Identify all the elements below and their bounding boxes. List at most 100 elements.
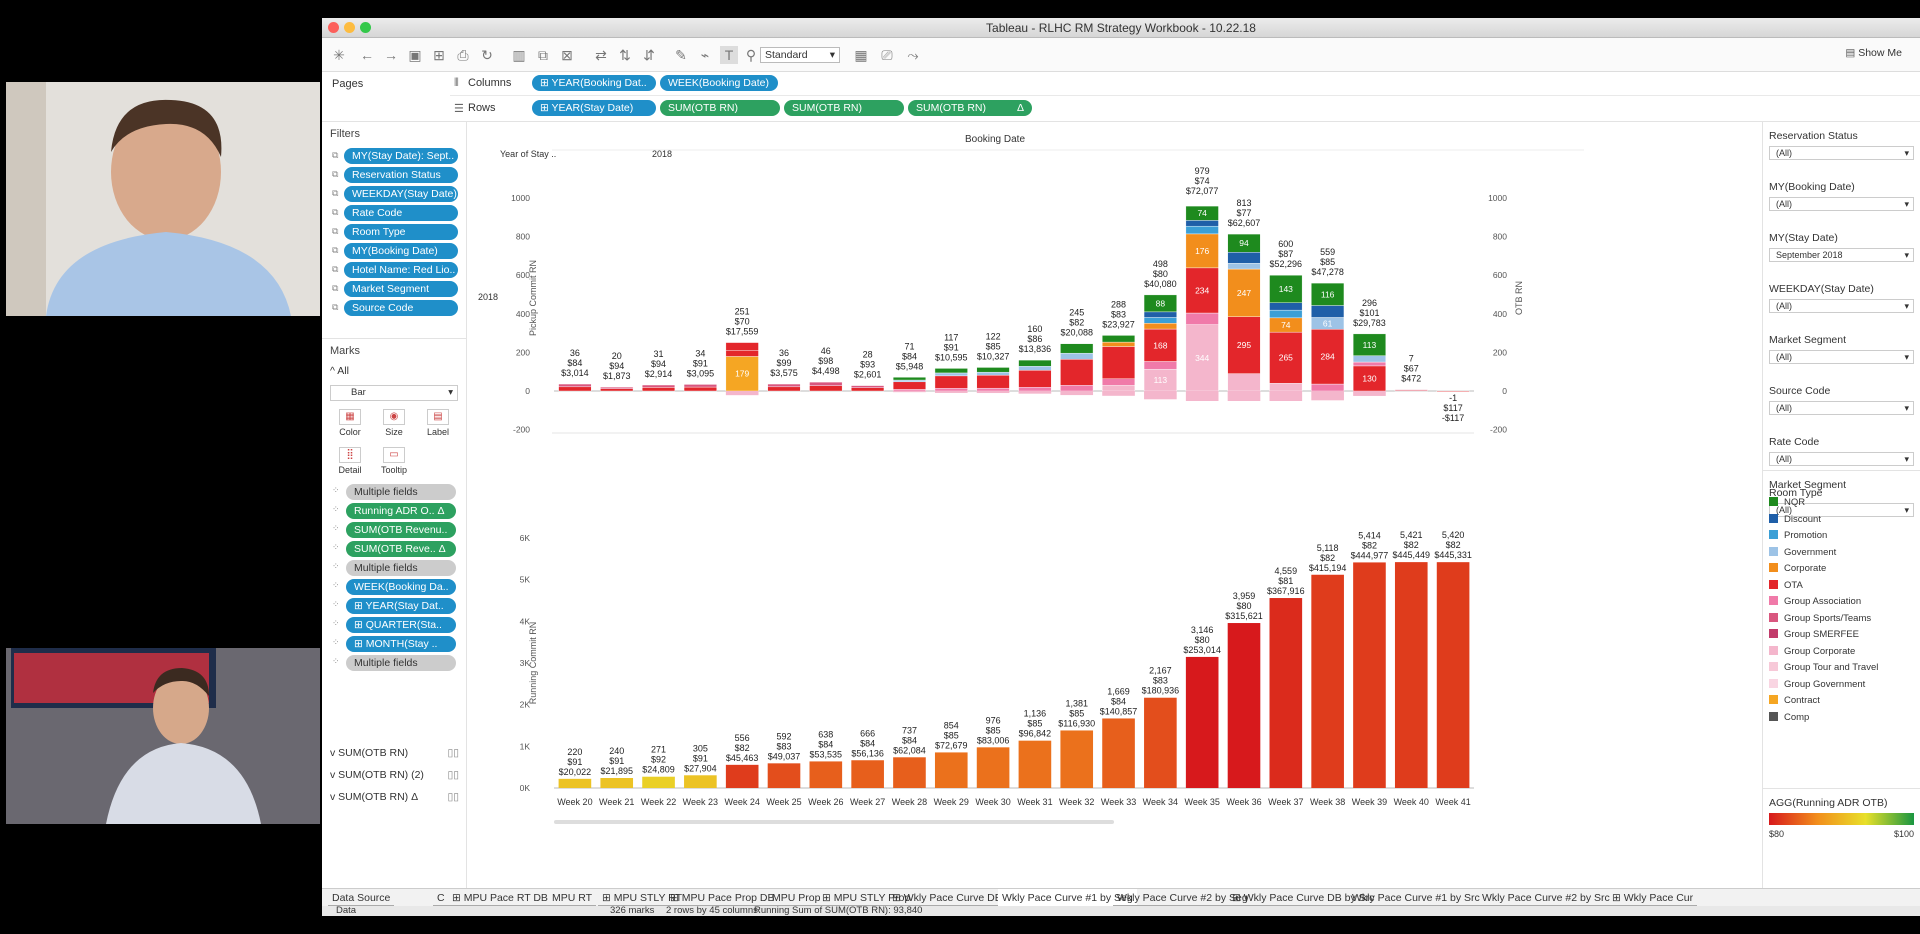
quick-filter-dropdown[interactable]: (All) (1769, 197, 1914, 211)
running-revenue-label: $445,331 (1434, 550, 1472, 560)
row-pill-sum-otb-rn-3[interactable]: SUM(OTB RN) Δ (908, 100, 1032, 116)
filter-pill[interactable]: WEEKDAY(Stay Date) (344, 186, 458, 202)
marks-tooltip-button[interactable]: ▭ Tooltip (374, 445, 414, 479)
group-members-icon[interactable]: ⌁ (700, 47, 710, 63)
pickup-bar-segment (1102, 378, 1136, 386)
marks-field-pill[interactable]: Running ADR O.. Δ (346, 503, 456, 519)
sheet-tab[interactable]: Wkly Pace Curve #1 by Src (1348, 889, 1484, 907)
running-commit-bar (809, 761, 843, 788)
marks-all-row[interactable]: ^ All (322, 363, 466, 379)
legend-item[interactable]: Contract (1763, 693, 1920, 710)
filter-pill[interactable]: Market Segment (344, 281, 458, 297)
column-pill-year-booking[interactable]: ⊞ YEAR(Booking Dat.. (532, 75, 656, 91)
share-icon[interactable]: ⤳ (907, 47, 919, 63)
legend-item[interactable]: Group Tour and Travel (1763, 660, 1920, 677)
columns-shelf[interactable]: ⦀ Columns ⊞ YEAR(Booking Dat.. WEEK(Book… (450, 72, 1920, 96)
quick-filter-dropdown[interactable]: (All) (1769, 146, 1914, 160)
quick-filter-dropdown[interactable]: (All) (1769, 299, 1914, 313)
minimize-window-button[interactable] (344, 22, 355, 33)
marks-label-button[interactable]: ▤ Label (418, 407, 458, 441)
sort-descending-icon[interactable]: ⇵ (643, 47, 655, 63)
marks-size-button[interactable]: ◉ Size (374, 407, 414, 441)
fit-dropdown[interactable]: Standard ▾ (760, 47, 840, 63)
sheet-tab[interactable]: ⊞ MPU Pace RT DB (448, 889, 552, 907)
legend-item[interactable]: Group Government (1763, 677, 1920, 694)
swap-rows-columns-icon[interactable]: ⇄ (595, 47, 607, 63)
pickup-adr-label: $117 (1443, 403, 1462, 413)
legend-item[interactable]: NQR (1763, 495, 1920, 512)
duplicate-sheet-icon[interactable]: ⧉ (538, 47, 548, 63)
legend-item[interactable]: OTA (1763, 578, 1920, 595)
quick-filter-dropdown[interactable]: (All) (1769, 350, 1914, 364)
legend-item[interactable]: Corporate (1763, 561, 1920, 578)
highlight-icon[interactable]: ✎ (675, 47, 687, 63)
pages-shelf[interactable]: Pages (332, 78, 364, 90)
marks-field-pill[interactable]: SUM(OTB Revenu.. (346, 522, 456, 538)
marks-field-pill[interactable]: Multiple fields (346, 484, 456, 500)
pin-axis-icon[interactable]: ⚲ (745, 47, 757, 63)
clear-sheet-icon[interactable]: ⊠ (561, 47, 573, 63)
zoom-window-button[interactable] (360, 22, 371, 33)
new-worksheet-icon[interactable]: ▥ (512, 47, 526, 63)
row-pill-sum-otb-rn-1[interactable]: SUM(OTB RN) (660, 100, 780, 116)
measure-card[interactable]: v SUM(OTB RN) ▯▯ (322, 742, 467, 764)
pace-curve-chart[interactable]: Booking Date Year of Stay .. 2018 2018 1000 1… (474, 128, 1584, 868)
marks-field-pill[interactable]: ⊞ MONTH(Stay .. (346, 636, 456, 652)
legend-item[interactable]: Promotion (1763, 528, 1920, 545)
show-me-button[interactable]: ▤ Show Me (1845, 47, 1902, 59)
show-cards-icon[interactable]: ▦ (854, 47, 868, 63)
mark-type-dropdown[interactable]: Bar ▾ (330, 385, 458, 401)
quick-filter-dropdown[interactable]: (All) (1769, 401, 1914, 415)
row-pill-year-stay[interactable]: ⊞ YEAR(Stay Date) (532, 100, 656, 116)
sheet-tab[interactable]: C (433, 889, 449, 907)
new-datasource-icon[interactable]: ⊞ (433, 47, 445, 63)
filter-pill[interactable]: Rate Code (344, 205, 458, 221)
pause-updates-icon[interactable]: ⎙ (457, 47, 469, 63)
rows-shelf[interactable]: ☰ Rows ⊞ YEAR(Stay Date) SUM(OTB RN) SUM… (450, 97, 1920, 121)
filter-pill[interactable]: Hotel Name: Red Lio.. (344, 262, 458, 278)
column-pill-week-booking[interactable]: WEEK(Booking Date) (660, 75, 778, 91)
legend-item[interactable]: Group SMERFEE (1763, 627, 1920, 644)
legend-item[interactable]: Government (1763, 545, 1920, 562)
quick-filter-dropdown[interactable]: (All) (1769, 452, 1914, 466)
filter-pill[interactable]: MY(Booking Date) (344, 243, 458, 259)
marks-color-button[interactable]: ▦ Color (330, 407, 370, 441)
legend-item[interactable]: Comp (1763, 710, 1920, 727)
sheet-tab[interactable]: MPU RT (548, 889, 597, 907)
forward-icon[interactable]: → (384, 47, 398, 63)
measure-card[interactable]: v SUM(OTB RN) Δ ▯▯ (322, 786, 467, 808)
marks-field-pill[interactable]: ⊞ YEAR(Stay Dat.. (346, 598, 456, 614)
close-window-button[interactable] (328, 22, 339, 33)
measure-card[interactable]: v SUM(OTB RN) (2) ▯▯ (322, 764, 467, 786)
marks-field-pill[interactable]: Multiple fields (346, 560, 456, 576)
show-mark-labels-icon[interactable]: T (720, 46, 738, 64)
refresh-icon[interactable]: ↻ (481, 47, 493, 63)
filter-pill[interactable]: Reservation Status (344, 167, 458, 183)
legend-item[interactable]: Group Corporate (1763, 644, 1920, 661)
quick-filters: Reservation Status (All) MY(Booking Date) (… (1763, 130, 1920, 530)
presentation-mode-icon[interactable]: ⎚ (881, 47, 893, 63)
marks-field-pill[interactable]: ⊞ QUARTER(Sta.. (346, 617, 456, 633)
quick-filter-dropdown[interactable]: September 2018 (1769, 248, 1914, 262)
filter-pill[interactable]: MY(Stay Date): Sept.. (344, 148, 458, 164)
pickup-revenue-label: $4,498 (812, 366, 840, 376)
save-icon[interactable]: ▣ (408, 47, 422, 63)
filter-pill[interactable]: Room Type (344, 224, 458, 240)
marks-button-label: Color (339, 427, 361, 437)
sheet-tab[interactable]: ⊞ Wkly Pace Cur (1608, 889, 1698, 907)
filter-pill[interactable]: Source Code (344, 300, 458, 316)
tableau-logo-icon[interactable]: ✳ (333, 47, 345, 63)
pickup-bar-segment (851, 387, 885, 392)
legend-item[interactable]: Discount (1763, 512, 1920, 529)
row-pill-sum-otb-rn-2[interactable]: SUM(OTB RN) (784, 100, 904, 116)
marks-field-pill[interactable]: Multiple fields (346, 655, 456, 671)
legend-item[interactable]: Group Sports/Teams (1763, 611, 1920, 628)
sort-ascending-icon[interactable]: ⇅ (619, 47, 631, 63)
legend-item[interactable]: Group Association (1763, 594, 1920, 611)
marks-detail-button[interactable]: ⣿ Detail (330, 445, 370, 479)
quick-filter-dropdown[interactable]: (All) (1769, 503, 1914, 517)
back-icon[interactable]: ← (360, 47, 374, 63)
marks-field-pill[interactable]: WEEK(Booking Da.. (346, 579, 456, 595)
marks-field-pill[interactable]: SUM(OTB Reve.. Δ (346, 541, 456, 557)
sheet-tab[interactable]: Wkly Pace Curve #2 by Src (1478, 889, 1614, 907)
